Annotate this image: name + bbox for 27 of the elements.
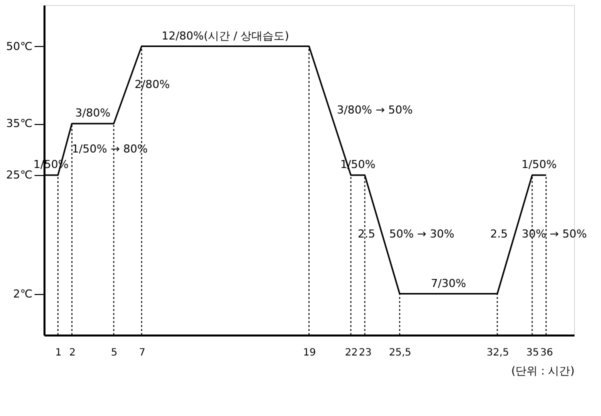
annotation: 3/80% — [75, 106, 110, 120]
annotation: 3/80% → 50% — [336, 104, 413, 117]
y-tick-label: 50℃ — [6, 40, 32, 53]
x-tick-label: 36 — [540, 348, 553, 358]
x-tick-label: 32,5 — [486, 348, 509, 358]
y-tick-label: 35℃ — [6, 117, 32, 130]
x-axis-title: (단위 : 시간) — [511, 364, 574, 378]
y-tick-label: 2℃ — [13, 287, 32, 300]
annotation: 50% → 30% — [389, 227, 454, 240]
x-tick-label: 2 — [69, 348, 76, 358]
y-tick-label: 25℃ — [6, 168, 32, 182]
annotation: 2/80% — [134, 78, 170, 91]
x-tick-label: 7 — [138, 348, 146, 358]
annotation: 1/50% — [522, 158, 557, 172]
annotation: 1/50% → 80% — [72, 142, 148, 156]
x-tick-label: 23 — [358, 348, 372, 358]
x-tick-label: 1 — [55, 348, 62, 358]
annotation: 7/30% — [430, 276, 466, 290]
annotation: 2.5 — [358, 227, 376, 240]
x-tick-label: 25,5 — [389, 348, 412, 358]
annotation: 12/80%(시간 / 상대습도) — [162, 29, 290, 42]
x-tick-label: 22 — [344, 348, 358, 358]
x-tick-label: 19 — [303, 348, 316, 358]
annotation: 30% → 50% — [522, 227, 587, 240]
annotation: 2.5 — [490, 227, 508, 240]
x-tick-label: 35 — [526, 348, 540, 358]
x-tick-label: 5 — [111, 348, 118, 358]
